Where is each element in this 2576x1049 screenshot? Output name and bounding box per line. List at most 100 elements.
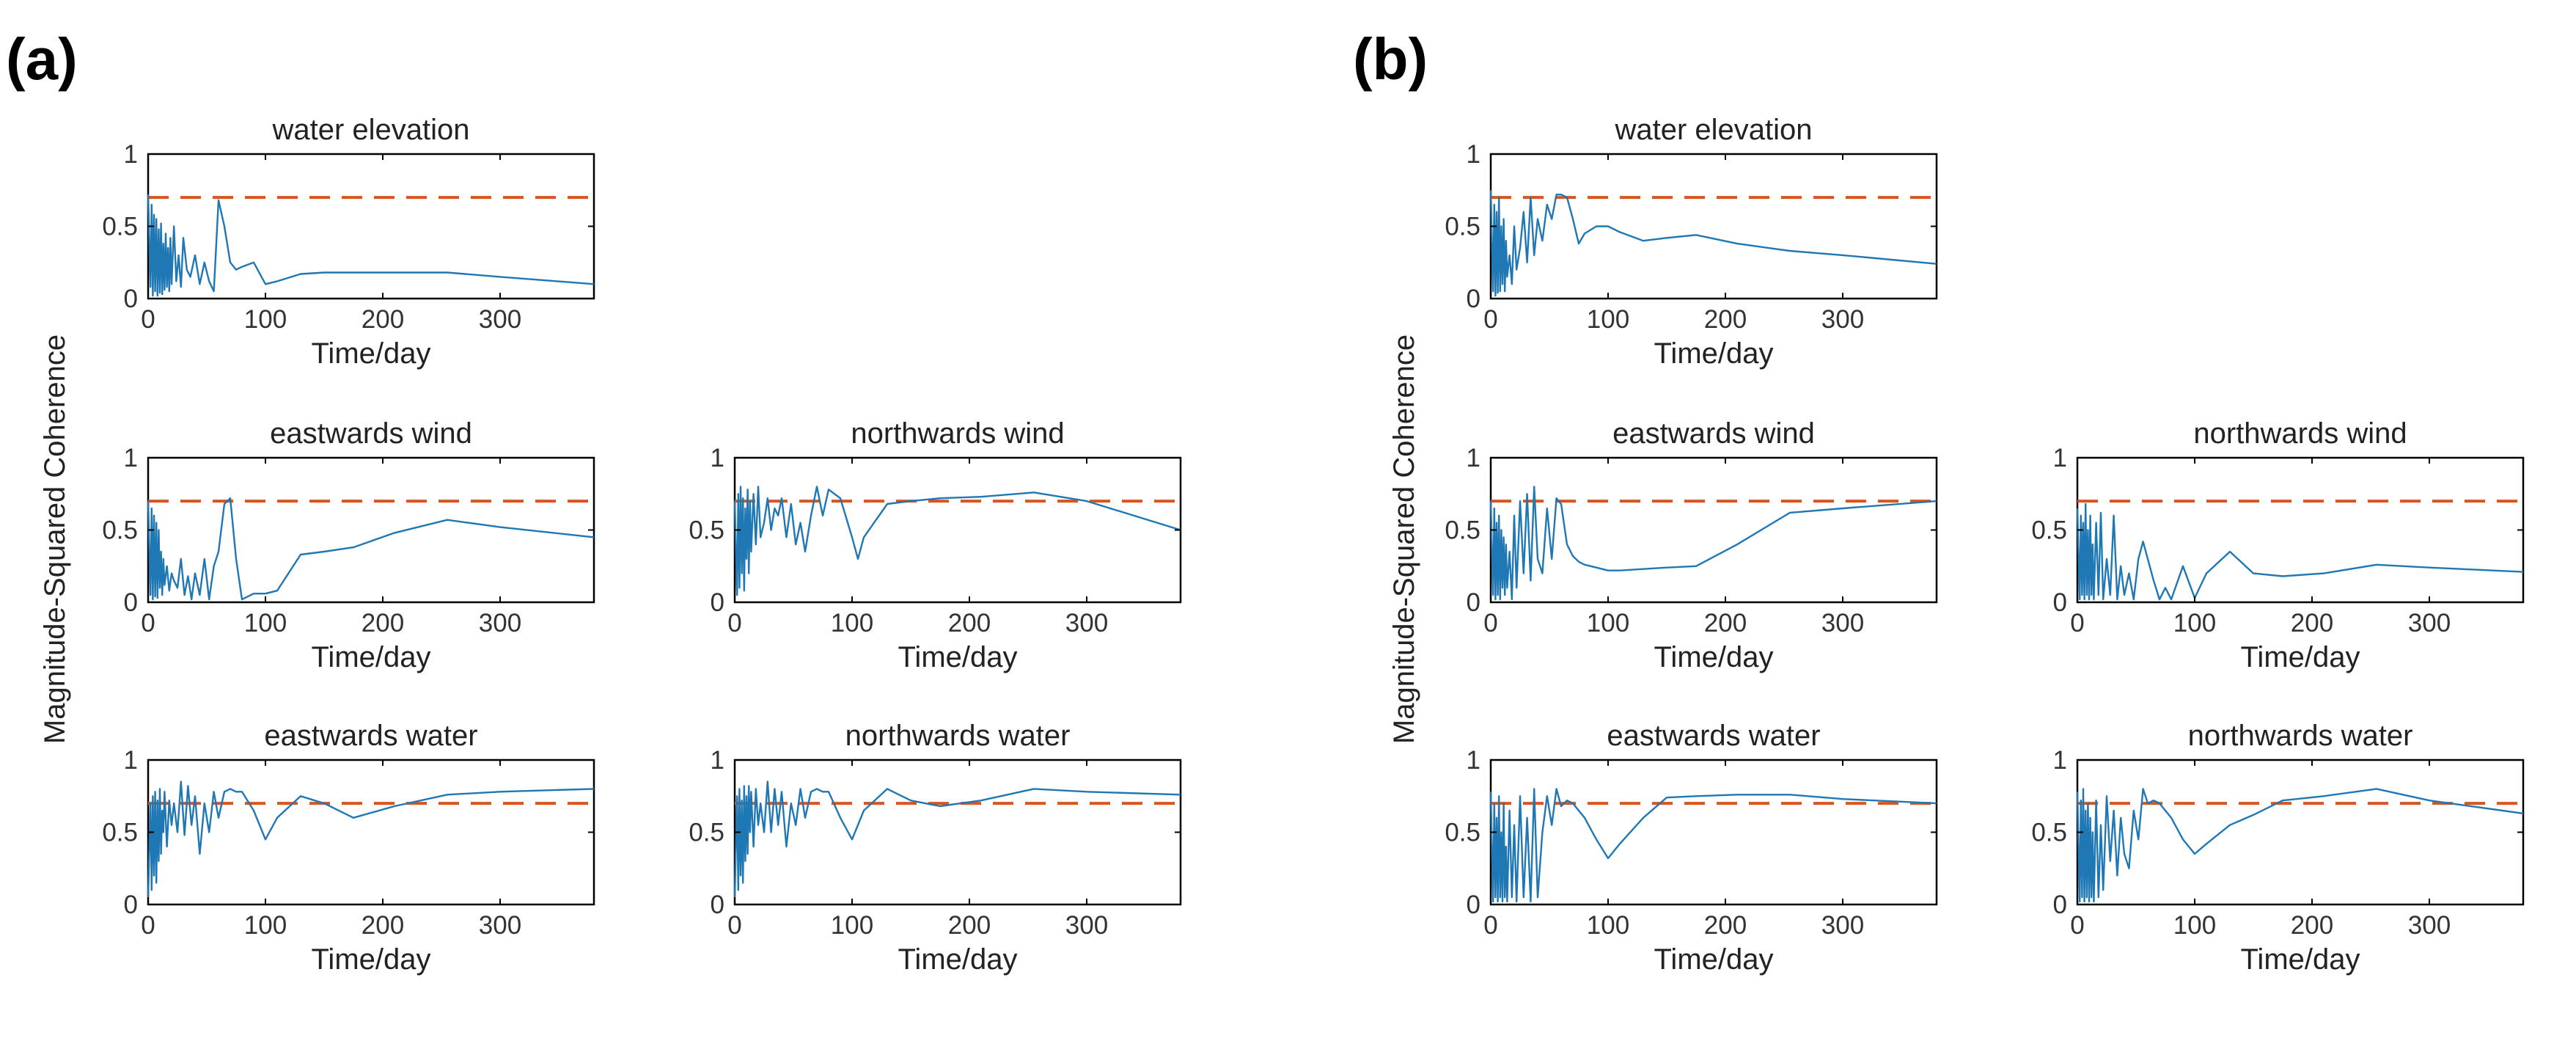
series-line-coherence bbox=[2076, 502, 2524, 601]
x-tick-label: 300 bbox=[1065, 609, 1108, 637]
y-tick-label: 0.5 bbox=[1445, 819, 1480, 847]
axes-b-eastwards-water: 0 100 200 300 0 0.5 1 eastwards water Time/day bbox=[1445, 720, 1938, 976]
x-tick-label: 200 bbox=[2291, 911, 2333, 940]
x-axis-label: Time/day bbox=[898, 943, 1017, 976]
panel-label-a: (a) bbox=[6, 26, 78, 92]
y-tick-label: 0.5 bbox=[689, 516, 724, 545]
x-axis-label: Time/day bbox=[2240, 943, 2360, 976]
axes-title: water elevation bbox=[271, 114, 469, 146]
axes-frame bbox=[733, 759, 1182, 906]
x-axis-label: Time/day bbox=[311, 641, 430, 673]
y-tick-label: 0.5 bbox=[102, 819, 138, 847]
y-tick-label: 1 bbox=[2053, 746, 2067, 775]
x-tick-label: 0 bbox=[141, 911, 155, 940]
x-tick-label: 100 bbox=[244, 609, 287, 637]
x-axis-label: Time/day bbox=[311, 943, 430, 976]
axes-frame bbox=[2076, 759, 2525, 906]
y-tick-label: 0 bbox=[124, 285, 138, 313]
x-tick-label: 300 bbox=[2408, 609, 2451, 637]
y-tick-label: 1 bbox=[1467, 140, 1480, 169]
axes-title: eastwards wind bbox=[1612, 417, 1815, 450]
x-tick-label: 300 bbox=[1821, 911, 1864, 940]
y-tick-label: 0.5 bbox=[102, 516, 138, 545]
axes-title: eastwards water bbox=[264, 720, 477, 752]
axes-b-eastwards-wind: 0 100 200 300 0 0.5 1 eastwards wind Time/day bbox=[1445, 417, 1938, 673]
y-tick-label: 0 bbox=[124, 891, 138, 919]
axes-title: eastwards water bbox=[1607, 720, 1820, 752]
ylabel-panel-b: Magnitude-Squared Coherence bbox=[1388, 335, 1420, 744]
y-tick-label: 0.5 bbox=[102, 213, 138, 241]
y-tick-label: 0 bbox=[711, 891, 724, 919]
y-tick-label: 1 bbox=[124, 444, 138, 472]
y-tick-label: 0.5 bbox=[2031, 819, 2067, 847]
series-line-coherence bbox=[1489, 788, 1937, 903]
axes-title: northwards water bbox=[2188, 720, 2413, 752]
y-tick-label: 0.5 bbox=[2031, 516, 2067, 545]
x-axis-label: Time/day bbox=[1654, 337, 1773, 370]
x-tick-label: 300 bbox=[1821, 609, 1864, 637]
x-tick-label: 200 bbox=[362, 911, 404, 940]
x-tick-label: 300 bbox=[479, 305, 521, 334]
x-tick-label: 100 bbox=[1587, 911, 1629, 940]
axes-frame bbox=[147, 759, 595, 906]
x-axis-label: Time/day bbox=[1654, 943, 1773, 976]
x-tick-label: 100 bbox=[244, 911, 287, 940]
series-line-coherence bbox=[147, 781, 595, 898]
series-line-coherence bbox=[733, 781, 1181, 898]
x-tick-label: 100 bbox=[1587, 305, 1629, 334]
panel-label-b: (b) bbox=[1353, 26, 1428, 92]
axes-b-northwards-water: 0 100 200 300 0 0.5 1 northwards water Time/day bbox=[2031, 720, 2525, 976]
series-line-coherence bbox=[147, 194, 595, 297]
y-tick-label: 0 bbox=[1467, 891, 1480, 919]
axes-a-northwards-wind: 0 100 200 300 0 0.5 1 northwards wind Time/day bbox=[689, 417, 1182, 673]
y-tick-label: 0 bbox=[124, 588, 138, 617]
y-tick-label: 1 bbox=[2053, 444, 2067, 472]
series-line-coherence bbox=[147, 497, 595, 601]
series-line-coherence bbox=[1489, 190, 1937, 297]
axes-frame bbox=[1489, 153, 1938, 300]
x-tick-label: 0 bbox=[1483, 305, 1497, 334]
x-tick-label: 300 bbox=[1821, 305, 1864, 334]
x-tick-label: 300 bbox=[2408, 911, 2451, 940]
x-tick-label: 200 bbox=[1704, 609, 1747, 637]
x-axis-label: Time/day bbox=[2240, 641, 2360, 673]
axes-title: eastwards wind bbox=[270, 417, 472, 450]
axes-title: northwards wind bbox=[851, 417, 1064, 450]
y-tick-label: 0.5 bbox=[1445, 516, 1480, 545]
x-tick-label: 100 bbox=[1587, 609, 1629, 637]
y-tick-label: 0 bbox=[711, 588, 724, 617]
ylabel-panel-a: Magnitude-Squared Coherence bbox=[39, 335, 71, 744]
series-line-coherence bbox=[1489, 486, 1937, 601]
y-tick-label: 1 bbox=[711, 746, 724, 775]
axes-a-water-elevation: 0 100 200 300 0 0.5 1 water elevation Time/day bbox=[102, 114, 595, 370]
x-tick-label: 0 bbox=[2070, 911, 2084, 940]
x-tick-label: 300 bbox=[479, 911, 521, 940]
x-tick-label: 200 bbox=[362, 305, 404, 334]
x-tick-label: 200 bbox=[1704, 305, 1747, 334]
y-tick-label: 1 bbox=[124, 746, 138, 775]
x-tick-label: 200 bbox=[362, 609, 404, 637]
axes-a-eastwards-wind: 0 100 200 300 0 0.5 1 eastwards wind Time/day bbox=[102, 417, 595, 673]
x-tick-label: 100 bbox=[831, 609, 873, 637]
axes-title: water elevation bbox=[1614, 114, 1812, 146]
axes-b-water-elevation: 0 100 200 300 0 0.5 1 water elevation Time/day bbox=[1445, 114, 1938, 370]
x-tick-label: 200 bbox=[948, 609, 991, 637]
axes-b-northwards-wind: 0 100 200 300 0 0.5 1 northwards wind Time/day bbox=[2031, 417, 2525, 673]
y-tick-label: 1 bbox=[124, 140, 138, 169]
x-tick-label: 100 bbox=[831, 911, 873, 940]
x-tick-label: 200 bbox=[2291, 609, 2333, 637]
axes-title: northwards water bbox=[845, 720, 1071, 752]
x-tick-label: 300 bbox=[479, 609, 521, 637]
y-tick-label: 0.5 bbox=[689, 819, 724, 847]
x-tick-label: 200 bbox=[1704, 911, 1747, 940]
x-tick-label: 0 bbox=[141, 305, 155, 334]
x-axis-label: Time/day bbox=[1654, 641, 1773, 673]
y-tick-label: 0.5 bbox=[1445, 213, 1480, 241]
x-tick-label: 0 bbox=[727, 911, 741, 940]
x-tick-label: 0 bbox=[727, 609, 741, 637]
y-tick-label: 0 bbox=[1467, 285, 1480, 313]
y-tick-label: 0 bbox=[2053, 588, 2067, 617]
axes-frame bbox=[1489, 759, 1938, 906]
